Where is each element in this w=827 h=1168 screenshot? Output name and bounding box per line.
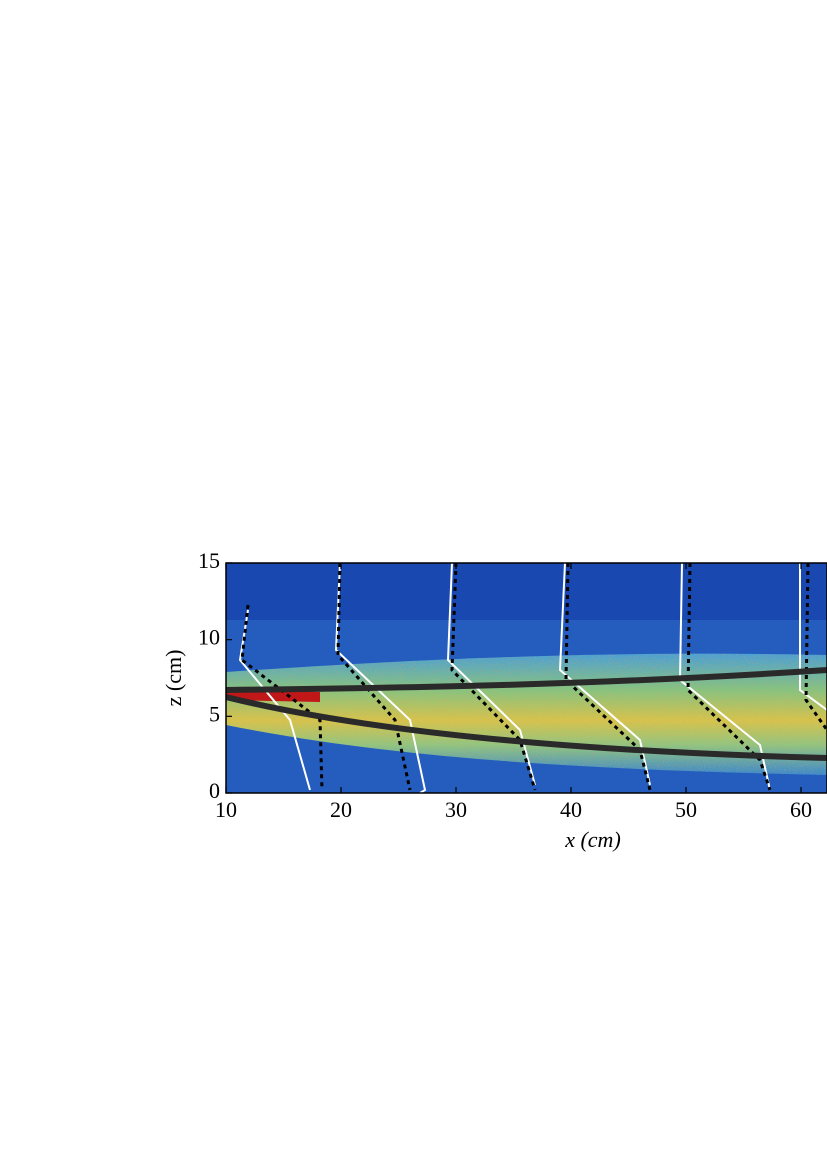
x-axis-label: x (cm) [564, 827, 621, 852]
y-tick-label: 0 [209, 778, 220, 803]
y-tick-label: 15 [198, 548, 220, 573]
y-tick-label: 5 [209, 701, 220, 726]
heatmap [226, 563, 827, 793]
x-tick-label: 20 [330, 797, 352, 822]
x-tick-label: 50 [675, 797, 697, 822]
x-tick-label: 10 [215, 797, 237, 822]
x-tick-label: 30 [445, 797, 467, 822]
y-axis-label: z (cm) [161, 650, 186, 707]
x-tick-label: 60 [790, 797, 812, 822]
y-tick-label: 10 [198, 625, 220, 650]
plot-frame [225, 562, 827, 794]
x-tick-label: 40 [560, 797, 582, 822]
